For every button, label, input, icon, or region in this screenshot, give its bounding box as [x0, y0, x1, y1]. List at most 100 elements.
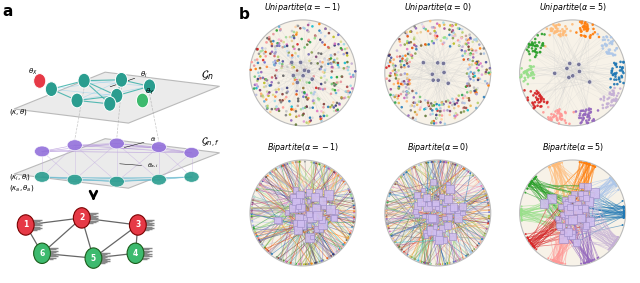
Point — [411, 91, 421, 95]
Ellipse shape — [184, 171, 199, 182]
Point — [429, 41, 439, 46]
Point — [550, 29, 560, 34]
Point — [382, 218, 392, 222]
Point — [388, 82, 399, 86]
Point — [481, 60, 491, 65]
Point — [451, 34, 461, 38]
Point — [404, 78, 415, 82]
Point — [453, 98, 463, 103]
Point — [462, 71, 472, 76]
Point — [483, 202, 493, 207]
Point — [435, 159, 445, 164]
Point — [246, 216, 257, 220]
Point — [584, 260, 594, 264]
Point — [554, 260, 564, 265]
Point — [576, 160, 586, 165]
Point — [453, 26, 463, 31]
Point — [481, 71, 491, 76]
Point — [349, 216, 359, 220]
Point — [527, 243, 538, 248]
Point — [524, 238, 534, 243]
Point — [606, 51, 616, 56]
Point — [385, 53, 395, 57]
Point — [336, 80, 346, 84]
Point — [291, 160, 301, 164]
Point — [272, 59, 282, 63]
Circle shape — [520, 20, 625, 126]
Point — [333, 173, 344, 178]
Point — [548, 163, 559, 168]
Point — [423, 100, 433, 105]
Point — [549, 163, 559, 167]
Point — [446, 161, 456, 166]
Point — [481, 70, 491, 74]
Point — [333, 108, 343, 112]
Point — [401, 89, 412, 94]
Point — [461, 49, 471, 53]
Point — [611, 46, 621, 50]
FancyBboxPatch shape — [565, 218, 571, 224]
Point — [419, 161, 429, 166]
Point — [461, 253, 472, 258]
Point — [610, 182, 620, 187]
Point — [526, 241, 536, 245]
Point — [608, 73, 618, 77]
Point — [612, 46, 622, 51]
Circle shape — [127, 243, 144, 263]
Point — [611, 237, 621, 242]
Ellipse shape — [67, 174, 83, 185]
Circle shape — [307, 69, 310, 73]
Point — [301, 95, 311, 100]
Point — [484, 207, 494, 212]
Point — [553, 29, 563, 33]
Point — [604, 101, 614, 106]
Point — [516, 211, 526, 216]
Point — [385, 58, 396, 63]
Point — [587, 163, 597, 168]
Point — [347, 196, 357, 201]
Point — [255, 76, 266, 80]
Point — [527, 242, 537, 246]
Point — [254, 237, 264, 242]
Point — [382, 203, 392, 208]
Point — [419, 260, 429, 265]
Point — [291, 32, 301, 37]
Point — [458, 100, 468, 105]
Point — [342, 89, 353, 94]
Point — [435, 106, 445, 111]
FancyBboxPatch shape — [583, 195, 589, 201]
Point — [390, 182, 400, 186]
Point — [337, 177, 347, 182]
Point — [381, 205, 392, 209]
Point — [524, 45, 534, 50]
Point — [275, 165, 285, 170]
Point — [465, 77, 476, 81]
Circle shape — [301, 74, 305, 78]
Point — [532, 92, 542, 97]
Point — [535, 104, 545, 109]
Point — [349, 212, 360, 216]
Point — [396, 82, 406, 86]
Point — [305, 40, 316, 44]
Circle shape — [129, 215, 146, 235]
Point — [309, 161, 319, 165]
Point — [465, 104, 476, 108]
Point — [280, 97, 290, 101]
FancyBboxPatch shape — [313, 211, 323, 220]
Point — [260, 246, 271, 251]
Point — [438, 262, 448, 266]
Point — [349, 215, 359, 219]
Point — [264, 35, 275, 39]
Point — [410, 165, 420, 169]
Point — [605, 41, 615, 46]
Point — [461, 106, 471, 110]
Point — [412, 47, 422, 52]
Point — [285, 35, 295, 39]
Point — [548, 27, 558, 31]
Point — [332, 173, 342, 177]
Point — [319, 70, 330, 75]
Point — [584, 162, 594, 166]
Point — [475, 181, 485, 186]
Point — [330, 88, 340, 93]
Point — [275, 165, 285, 169]
